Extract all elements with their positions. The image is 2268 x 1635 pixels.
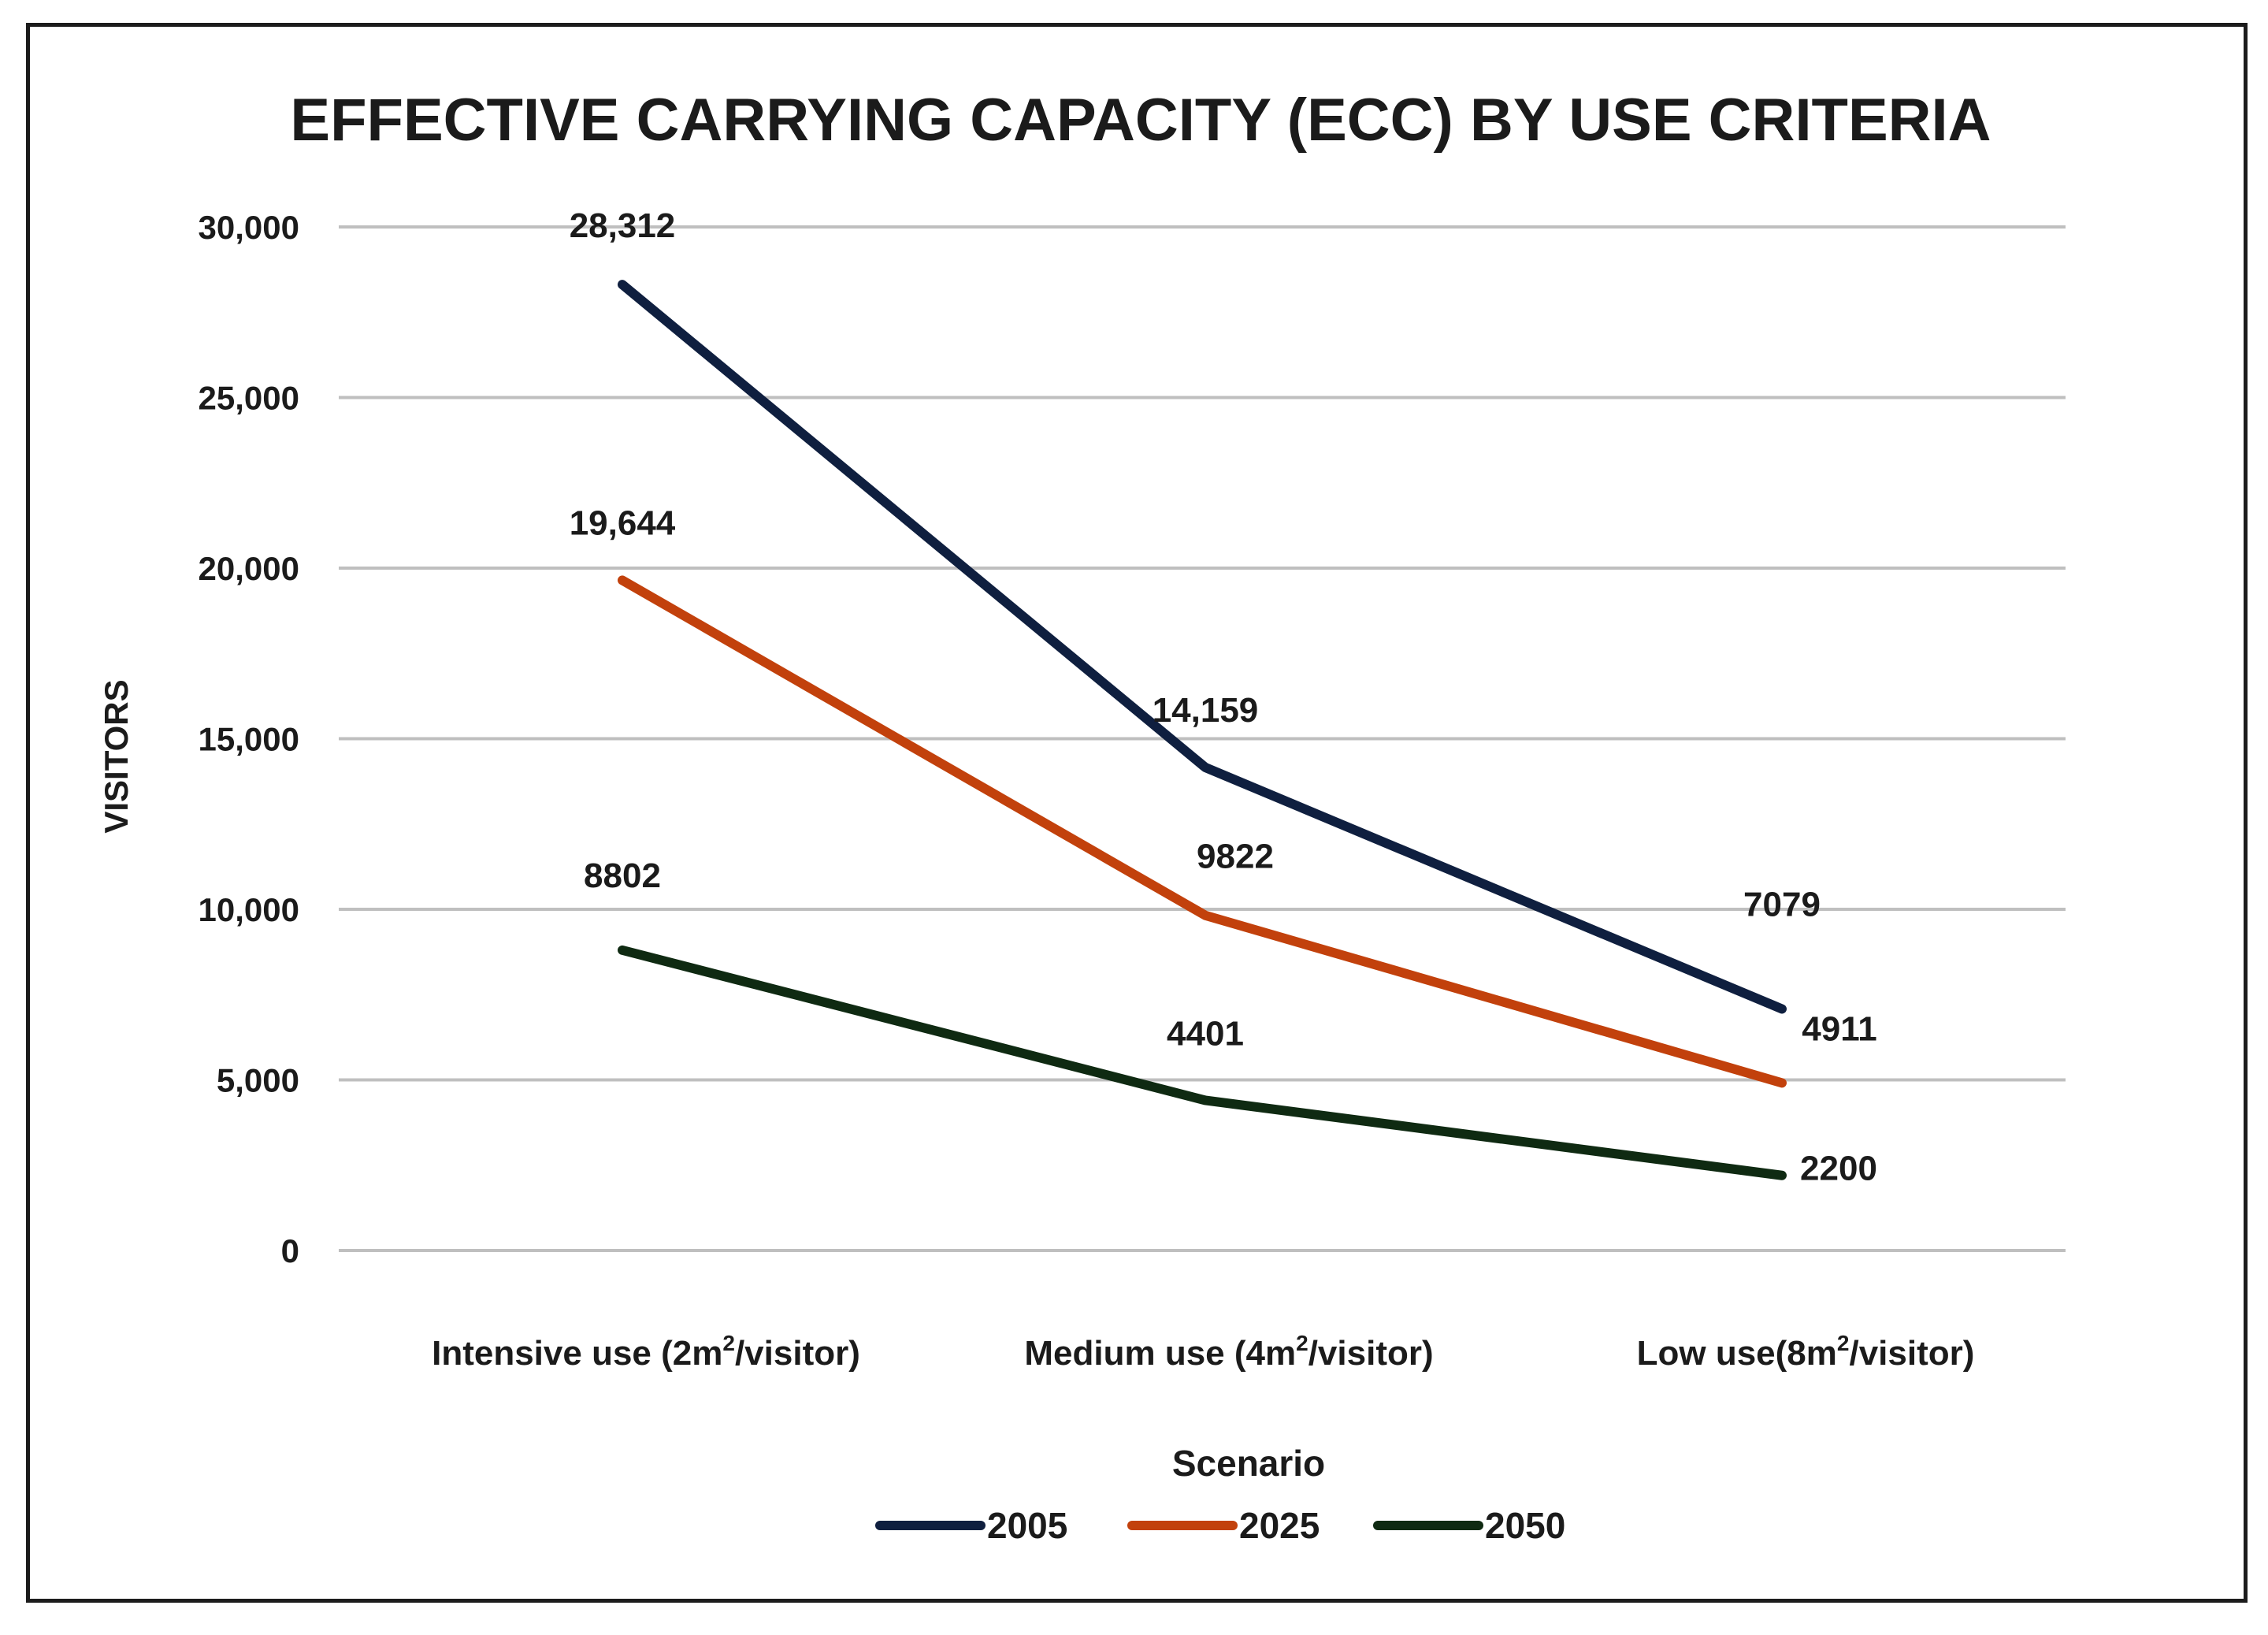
data-label-2025: 9822 bbox=[1197, 838, 1274, 876]
legend: Scenario 2005 2025 2050 bbox=[875, 1443, 1565, 1546]
y-tick-label: 0 bbox=[281, 1232, 299, 1269]
x-tick-text: Medium use (4m bbox=[1024, 1334, 1296, 1373]
data-labels: 28,312 14,159 7079 19,644 9822 4911 8802 4401 22… bbox=[570, 206, 1877, 1188]
x-tick-text: Low use(8m bbox=[1637, 1334, 1837, 1373]
legend-label-2005: 2005 bbox=[987, 1505, 1067, 1546]
data-label-2050: 2200 bbox=[1800, 1150, 1877, 1188]
x-tick-labels: Intensive use (2m2/visitor) Medium use (4… bbox=[432, 1331, 1974, 1373]
y-tick-labels: 0 5,000 10,000 15,000 20,000 25,000 30,000 bbox=[199, 209, 299, 1269]
chart-frame bbox=[26, 23, 2248, 1603]
series-line-2025 bbox=[618, 575, 1787, 1088]
x-tick-label: Low use(8m2/visitor) bbox=[1637, 1331, 1975, 1373]
series-lines bbox=[618, 280, 1787, 1180]
y-axis-label: VISITORS bbox=[98, 679, 135, 833]
x-tick-text: /visitor) bbox=[1308, 1334, 1434, 1373]
y-tick-label: 10,000 bbox=[199, 891, 299, 928]
x-tick-text: /visitor) bbox=[735, 1334, 860, 1373]
legend-label-2050: 2050 bbox=[1485, 1505, 1565, 1546]
legend-label-2025: 2025 bbox=[1239, 1505, 1320, 1546]
y-tick-label: 15,000 bbox=[199, 721, 299, 758]
y-tick-label: 25,000 bbox=[199, 380, 299, 417]
data-label-2005: 7079 bbox=[1743, 885, 1821, 923]
x-tick-superscript: 2 bbox=[722, 1331, 735, 1355]
series-line-2050 bbox=[618, 945, 1787, 1180]
x-tick-text: /visitor) bbox=[1849, 1334, 1974, 1373]
x-tick-superscript: 2 bbox=[1837, 1331, 1850, 1355]
data-label-2050: 8802 bbox=[584, 857, 661, 895]
x-tick-label: Intensive use (2m2/visitor) bbox=[432, 1331, 860, 1373]
x-tick-text: Intensive use (2m bbox=[432, 1334, 722, 1373]
x-tick-superscript: 2 bbox=[1296, 1331, 1308, 1355]
y-tick-label: 5,000 bbox=[217, 1062, 299, 1099]
x-tick-label: Medium use (4m2/visitor) bbox=[1024, 1331, 1433, 1373]
data-label-2005: 28,312 bbox=[570, 206, 676, 245]
y-tick-label: 30,000 bbox=[199, 209, 299, 246]
chart-title: EFFECTIVE CARRYING CAPACITY (ECC) BY USE… bbox=[290, 87, 1991, 154]
data-label-2025: 4911 bbox=[1802, 1009, 1876, 1048]
data-label-2025: 19,644 bbox=[570, 504, 676, 542]
y-tick-label: 20,000 bbox=[199, 550, 299, 587]
data-label-2050: 4401 bbox=[1167, 1014, 1244, 1053]
legend-title: Scenario bbox=[1172, 1443, 1325, 1484]
series-line-2005 bbox=[618, 280, 1787, 1014]
data-label-2005: 14,159 bbox=[1153, 691, 1259, 730]
